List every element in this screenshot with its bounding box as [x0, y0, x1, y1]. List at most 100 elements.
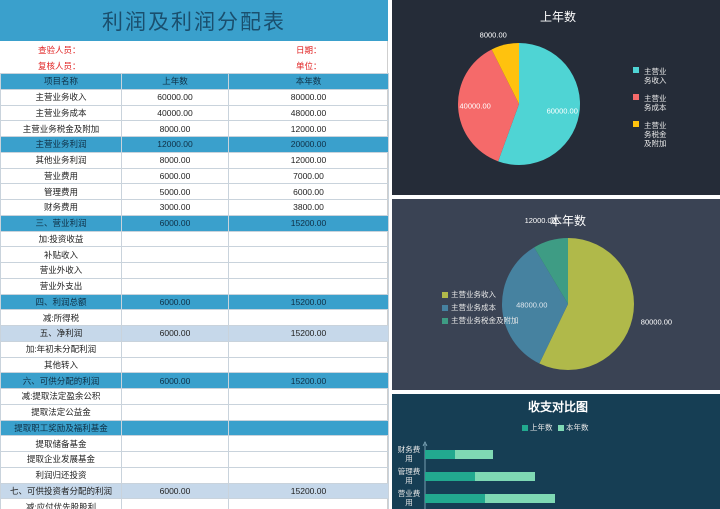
item-name-cell[interactable]: 主营业务收入 [0, 88, 122, 106]
last-year-cell[interactable]: 60000.00 [121, 88, 229, 106]
pie-slice[interactable] [491, 43, 519, 104]
last-year-cell[interactable] [121, 340, 229, 358]
item-name-cell[interactable]: 提取职工奖励及福利基金 [0, 419, 122, 437]
last-year-cell[interactable]: 6000.00 [121, 167, 229, 185]
this-year-cell[interactable]: 15200.00 [228, 293, 389, 311]
pie-slice[interactable] [534, 238, 568, 304]
item-name-cell[interactable]: 营业外收入 [0, 262, 122, 279]
last-year-cell[interactable] [121, 230, 229, 248]
last-year-cell[interactable]: 6000.00 [121, 372, 229, 389]
item-name-cell[interactable]: 加:投资收益 [0, 230, 122, 248]
item-name-cell[interactable]: 补贴收入 [0, 246, 122, 263]
sheet-title: 利润及利润分配表 [102, 9, 286, 34]
item-name-cell[interactable]: 管理费用 [0, 183, 122, 200]
last-year-cell[interactable] [121, 309, 229, 326]
item-name-cell[interactable]: 主营业务税金及附加 [0, 120, 122, 137]
bar-segment[interactable] [425, 494, 485, 503]
item-name-cell[interactable]: 主营业务利润 [0, 136, 122, 153]
this-year-cell[interactable]: 15200.00 [228, 372, 389, 389]
item-name-cell[interactable]: 其他转入 [0, 356, 122, 374]
item-name-cell[interactable]: 六、可供分配的利润 [0, 372, 122, 389]
pie-slice[interactable] [539, 238, 634, 370]
this-year-cell[interactable]: 48000.00 [228, 104, 389, 122]
last-year-cell[interactable] [121, 388, 229, 405]
this-year-cell[interactable] [228, 388, 389, 405]
item-name-cell[interactable]: 减:所得税 [0, 309, 122, 326]
this-year-cell[interactable]: 15200.00 [228, 325, 389, 342]
item-name-cell[interactable]: 三、营业利润 [0, 214, 122, 232]
item-name-cell[interactable]: 五、净利润 [0, 325, 122, 342]
this-year-cell[interactable] [228, 451, 389, 468]
last-year-cell[interactable]: 6000.00 [121, 325, 229, 342]
item-name-cell[interactable]: 四、利润总额 [0, 293, 122, 311]
item-name-cell[interactable]: 利润归还投资 [0, 466, 122, 484]
last-year-cell[interactable] [121, 403, 229, 421]
this-year-cell[interactable]: 20000.00 [228, 136, 389, 153]
this-year-cell[interactable] [228, 435, 389, 452]
this-year-cell[interactable]: 12000.00 [228, 120, 389, 137]
bar-segment[interactable] [485, 494, 555, 503]
this-year-cell[interactable]: 6000.00 [228, 183, 389, 200]
this-year-cell[interactable] [228, 419, 389, 437]
bar-segment[interactable] [425, 450, 455, 459]
item-name-cell[interactable]: 提取企业发展基金 [0, 451, 122, 468]
last-year-cell[interactable] [121, 262, 229, 279]
column-header[interactable]: 上年数 [121, 73, 229, 90]
last-year-cell[interactable] [121, 419, 229, 437]
this-year-cell[interactable]: 15200.00 [228, 482, 389, 500]
last-year-cell[interactable] [121, 451, 229, 468]
last-year-cell[interactable]: 8000.00 [121, 120, 229, 137]
this-year-cell[interactable] [228, 356, 389, 374]
table-row: 营业外支出 [0, 277, 389, 295]
last-year-cell[interactable]: 6000.00 [121, 214, 229, 232]
item-name-cell[interactable]: 财务费用 [0, 199, 122, 216]
last-year-cell[interactable] [121, 246, 229, 263]
this-year-cell[interactable]: 12000.00 [228, 151, 389, 169]
legend-label: 主营业务收入 [451, 289, 496, 299]
column-header[interactable]: 项目名称 [0, 73, 122, 90]
item-name-cell[interactable]: 减:应付优先股股利 [0, 498, 122, 509]
pie-slice[interactable] [502, 247, 568, 364]
item-name-cell[interactable]: 减:提取法定盈余公积 [0, 388, 122, 405]
last-year-cell[interactable]: 12000.00 [121, 136, 229, 153]
pie-slice[interactable] [498, 43, 580, 165]
this-year-cell[interactable] [228, 466, 389, 484]
item-name-cell[interactable]: 提取法定公益金 [0, 403, 122, 421]
item-name-cell[interactable]: 提取储备基金 [0, 435, 122, 452]
this-year-cell[interactable] [228, 230, 389, 248]
item-name-cell[interactable]: 加:年初未分配利润 [0, 340, 122, 358]
this-year-cell[interactable]: 80000.00 [228, 88, 389, 106]
item-name-cell[interactable]: 营业费用 [0, 167, 122, 185]
this-year-cell[interactable]: 15200.00 [228, 214, 389, 232]
this-year-cell[interactable]: 3800.00 [228, 199, 389, 216]
last-year-cell[interactable]: 5000.00 [121, 183, 229, 200]
item-name-cell[interactable]: 主营业务成本 [0, 104, 122, 122]
this-year-cell[interactable] [228, 277, 389, 295]
last-year-cell[interactable]: 6000.00 [121, 482, 229, 500]
last-year-cell[interactable]: 6000.00 [121, 293, 229, 311]
item-name-cell[interactable]: 七、可供投资者分配的利润 [0, 482, 122, 500]
this-year-cell[interactable] [228, 340, 389, 358]
this-year-cell[interactable] [228, 309, 389, 326]
item-name-cell[interactable]: 营业外支出 [0, 277, 122, 295]
last-year-cell[interactable] [121, 356, 229, 374]
last-year-cell[interactable]: 8000.00 [121, 151, 229, 169]
last-year-cell[interactable]: 40000.00 [121, 104, 229, 122]
this-year-pie-panel: 本年数 80000.00 48000.00 12000.00 主营业务收入 主营业务成… [392, 199, 720, 390]
last-year-cell[interactable]: 3000.00 [121, 199, 229, 216]
bar-segment[interactable] [475, 472, 535, 481]
this-year-cell[interactable] [228, 498, 389, 509]
last-year-cell[interactable] [121, 466, 229, 484]
last-year-cell[interactable] [121, 277, 229, 295]
this-year-cell[interactable] [228, 246, 389, 263]
this-year-cell[interactable] [228, 403, 389, 421]
this-year-cell[interactable]: 7000.00 [228, 167, 389, 185]
last-year-cell[interactable] [121, 498, 229, 509]
bar-segment[interactable] [425, 472, 475, 481]
bar-segment[interactable] [455, 450, 493, 459]
this-year-cell[interactable] [228, 262, 389, 279]
last-year-cell[interactable] [121, 435, 229, 452]
column-header[interactable]: 本年数 [228, 73, 389, 90]
item-name-cell[interactable]: 其他业务利润 [0, 151, 122, 169]
pie-slice[interactable] [458, 49, 519, 162]
